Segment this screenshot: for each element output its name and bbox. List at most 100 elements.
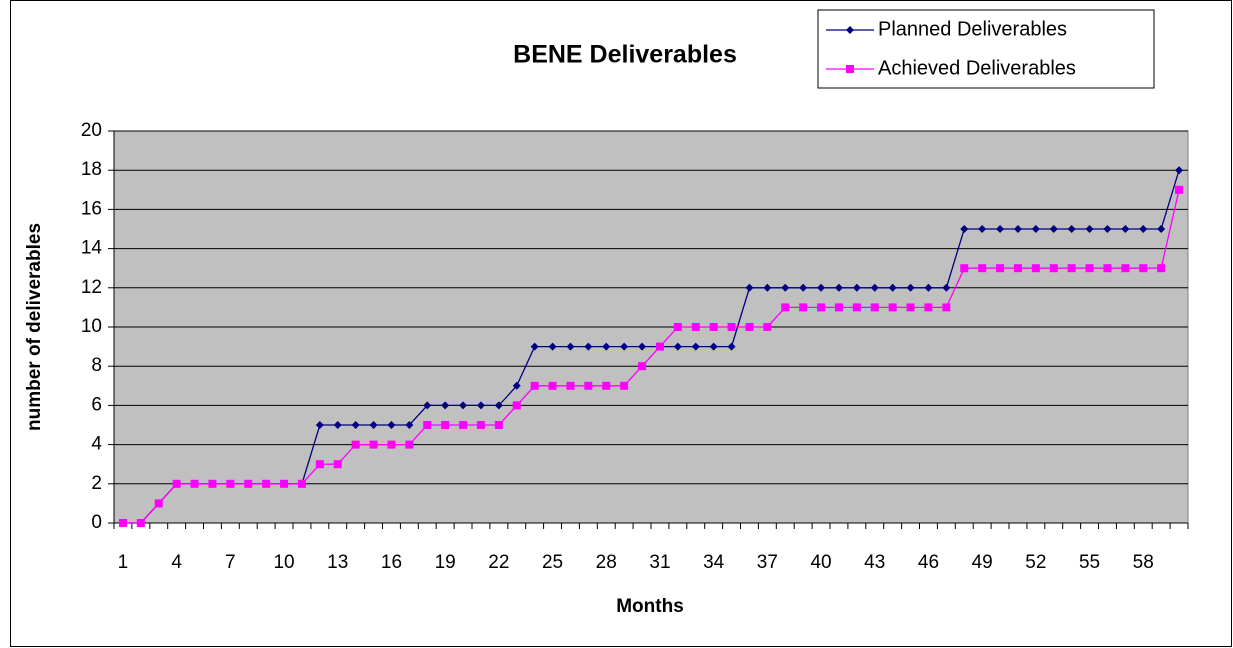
marker: [852, 303, 861, 312]
marker: [512, 381, 521, 390]
marker: [942, 283, 951, 292]
marker: [638, 362, 647, 371]
marker: [512, 401, 521, 410]
x-tick-label: 13: [327, 552, 348, 573]
marker: [190, 479, 199, 488]
marker: [924, 303, 933, 312]
marker: [781, 303, 790, 312]
x-tick-label: 34: [703, 552, 725, 573]
marker: [1049, 225, 1058, 233]
marker: [906, 303, 915, 312]
marker: [315, 460, 324, 469]
marker: [333, 421, 342, 429]
marker: [1157, 225, 1166, 233]
marker: [405, 421, 414, 429]
marker: [745, 283, 754, 292]
x-tick-label: 52: [1025, 552, 1046, 573]
marker: [817, 303, 826, 312]
y-tick-label: 8: [91, 355, 102, 376]
marker: [548, 342, 557, 351]
marker: [423, 421, 432, 429]
marker: [655, 342, 664, 351]
y-tick-label: 14: [81, 238, 103, 259]
marker: [781, 283, 790, 292]
marker: [387, 440, 396, 449]
y-tick-label: 4: [91, 434, 102, 455]
marker: [351, 421, 360, 429]
marker: [1139, 225, 1148, 233]
marker: [548, 381, 557, 390]
y-tick-label: 20: [81, 120, 102, 141]
marker: [978, 264, 987, 273]
marker: [846, 26, 854, 34]
x-tick-label: 46: [918, 552, 939, 573]
marker: [709, 323, 718, 331]
marker: [154, 499, 163, 508]
y-tick-label: 10: [81, 316, 102, 337]
marker: [494, 421, 503, 429]
x-tick-label: 1: [118, 552, 129, 573]
chart-title: BENE Deliverables: [513, 41, 737, 69]
y-axis-label: number of deliverables: [24, 223, 45, 431]
x-tick-label: 22: [488, 552, 509, 573]
marker: [208, 479, 217, 488]
marker: [799, 283, 808, 292]
x-tick-label: 25: [542, 552, 563, 573]
marker: [566, 381, 575, 390]
marker: [1049, 264, 1058, 273]
x-tick-label: 7: [225, 552, 236, 573]
x-tick-label: 19: [435, 552, 456, 573]
marker: [834, 303, 843, 312]
marker: [978, 225, 987, 233]
x-tick-label: 10: [273, 552, 294, 573]
marker: [1085, 225, 1094, 233]
marker: [369, 440, 378, 449]
marker: [1067, 225, 1076, 233]
marker: [834, 283, 843, 292]
marker: [584, 381, 593, 390]
marker: [351, 440, 360, 449]
marker: [888, 283, 897, 292]
marker: [423, 401, 432, 410]
y-tick-label: 16: [81, 198, 102, 219]
marker: [530, 342, 539, 351]
marker: [673, 323, 682, 331]
y-tick-label: 2: [91, 473, 102, 494]
marker: [870, 283, 879, 292]
marker: [280, 479, 289, 488]
x-tick-label: 4: [171, 552, 182, 573]
marker: [727, 342, 736, 351]
marker: [996, 225, 1005, 233]
marker: [799, 303, 808, 312]
marker: [530, 381, 539, 390]
marker: [745, 323, 754, 331]
marker: [691, 342, 700, 351]
marker: [763, 323, 772, 331]
marker: [369, 421, 378, 429]
marker: [476, 421, 485, 429]
marker: [602, 342, 611, 351]
marker: [846, 65, 854, 73]
marker: [888, 303, 897, 312]
marker: [1067, 264, 1076, 273]
marker: [727, 323, 736, 331]
x-tick-label: 40: [810, 552, 831, 573]
marker: [405, 440, 414, 449]
marker: [942, 303, 951, 312]
x-tick-label: 16: [381, 552, 402, 573]
marker: [709, 342, 718, 351]
legend-label: Planned Deliverables: [878, 18, 1067, 40]
x-tick-label: 43: [864, 552, 885, 573]
marker: [1157, 264, 1166, 273]
marker: [1031, 264, 1040, 273]
marker: [172, 479, 181, 488]
marker: [960, 264, 969, 273]
marker: [441, 421, 450, 429]
marker: [1103, 225, 1112, 233]
marker: [1085, 264, 1094, 273]
marker: [476, 401, 485, 410]
marker: [1013, 225, 1022, 233]
marker: [1121, 264, 1130, 273]
x-tick-label: 31: [649, 552, 670, 573]
